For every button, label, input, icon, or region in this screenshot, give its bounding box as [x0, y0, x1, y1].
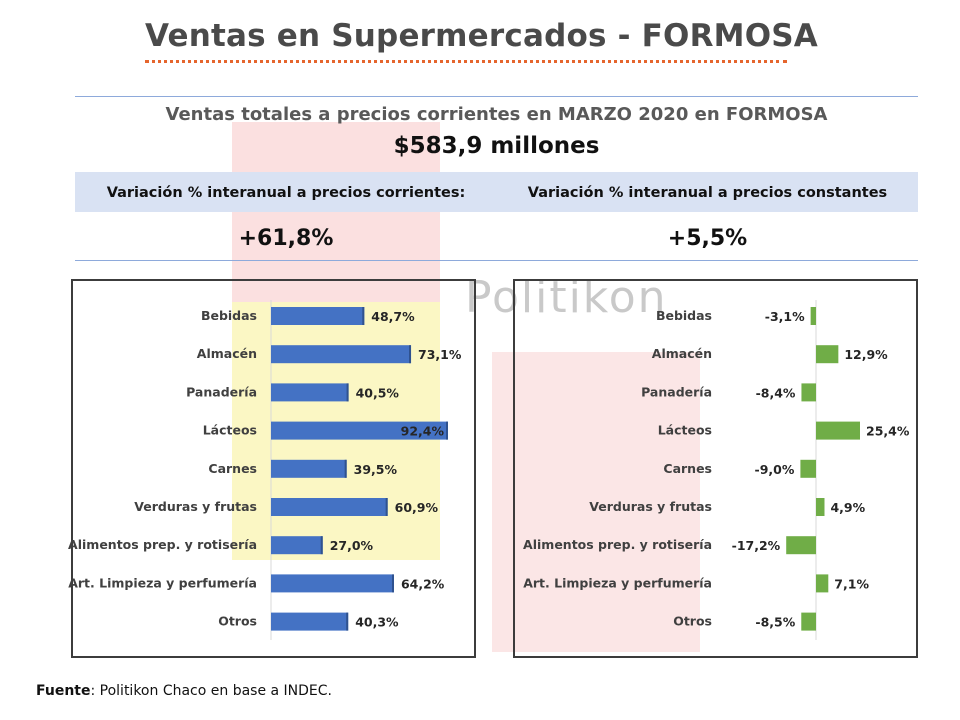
current-prices-value: +61,8% [238, 226, 334, 251]
constant-prices-chart-frame [513, 279, 918, 658]
watermark-shape [232, 122, 440, 302]
title-underline [145, 60, 787, 63]
divider [75, 260, 918, 261]
total-amount: $583,9 millones [393, 133, 600, 159]
divider [75, 96, 918, 97]
constant-prices-value: +5,5% [667, 226, 748, 251]
constant-prices-label: Variación % interanual a precios constan… [527, 185, 888, 201]
source-note: Fuente: Politikon Chaco en base a INDEC. [36, 683, 332, 699]
current-prices-label: Variación % interanual a precios corrien… [106, 185, 466, 201]
page-title: Ventas en Supermercados - FORMOSA [145, 18, 818, 54]
variation-header-band [75, 172, 918, 212]
summary-title: Ventas totales a precios corrientes en M… [165, 104, 828, 125]
source-label: Fuente [36, 683, 91, 699]
watermark-shape [492, 352, 700, 652]
source-text: : Politikon Chaco en base a INDEC. [90, 683, 332, 699]
current-prices-chart-frame [71, 279, 476, 658]
